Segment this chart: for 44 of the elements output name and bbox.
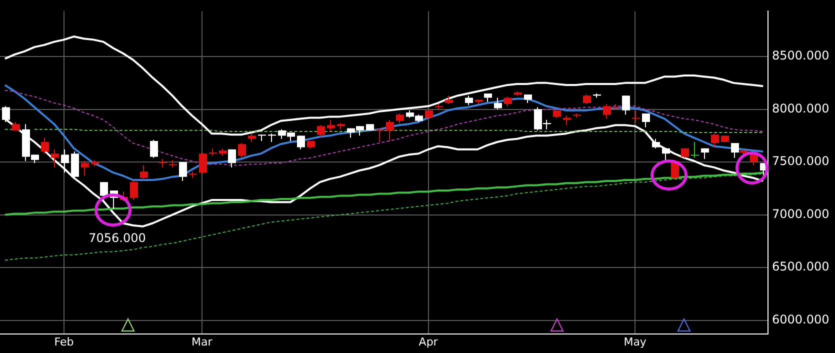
candlestick [622,95,630,116]
candlestick [563,115,571,126]
x-tick-label: Feb [54,335,74,348]
candlestick [51,148,59,168]
candlestick [662,148,670,162]
candlestick [642,113,650,128]
line-series [4,90,764,166]
y-tick-label: 6500.000 [772,260,830,274]
candlestick [711,133,719,147]
y-tick-label: 6000.000 [772,312,830,326]
candlestick [238,142,246,158]
candlestick [731,142,739,158]
candlestick [691,142,699,158]
candlestick [179,162,187,182]
x-tick-label: May [624,335,647,348]
candlestick [652,138,660,149]
candlestick [297,135,305,150]
candlestick [583,94,591,105]
candlestick [425,108,433,120]
candlestick [317,124,325,138]
y-tick-label: 8500.000 [772,48,830,63]
candlestick [465,95,473,106]
candlestick [71,151,79,178]
candlestick [228,148,236,168]
candlestick [396,113,404,124]
y-tick-label: 8000.000 [772,101,830,116]
candlestick [81,160,89,176]
candlestick [386,119,394,142]
candlestick [150,139,158,158]
x-tick-label: Apr [418,335,438,348]
candlestick [199,152,207,174]
candlestick [376,128,384,143]
candlestick [140,164,148,180]
candlestick [632,110,640,124]
x-tick-label: Mar [191,335,213,348]
annotation: 7056.000 [88,231,146,246]
candlestick [327,119,335,131]
candlestick [61,148,69,174]
candlestick [41,137,49,154]
y-tick-label: 7500.000 [772,154,830,168]
y-tick-label: 7000.000 [772,206,830,221]
candlestick [130,179,138,201]
candlestick [494,97,502,110]
candlestick [504,96,512,107]
